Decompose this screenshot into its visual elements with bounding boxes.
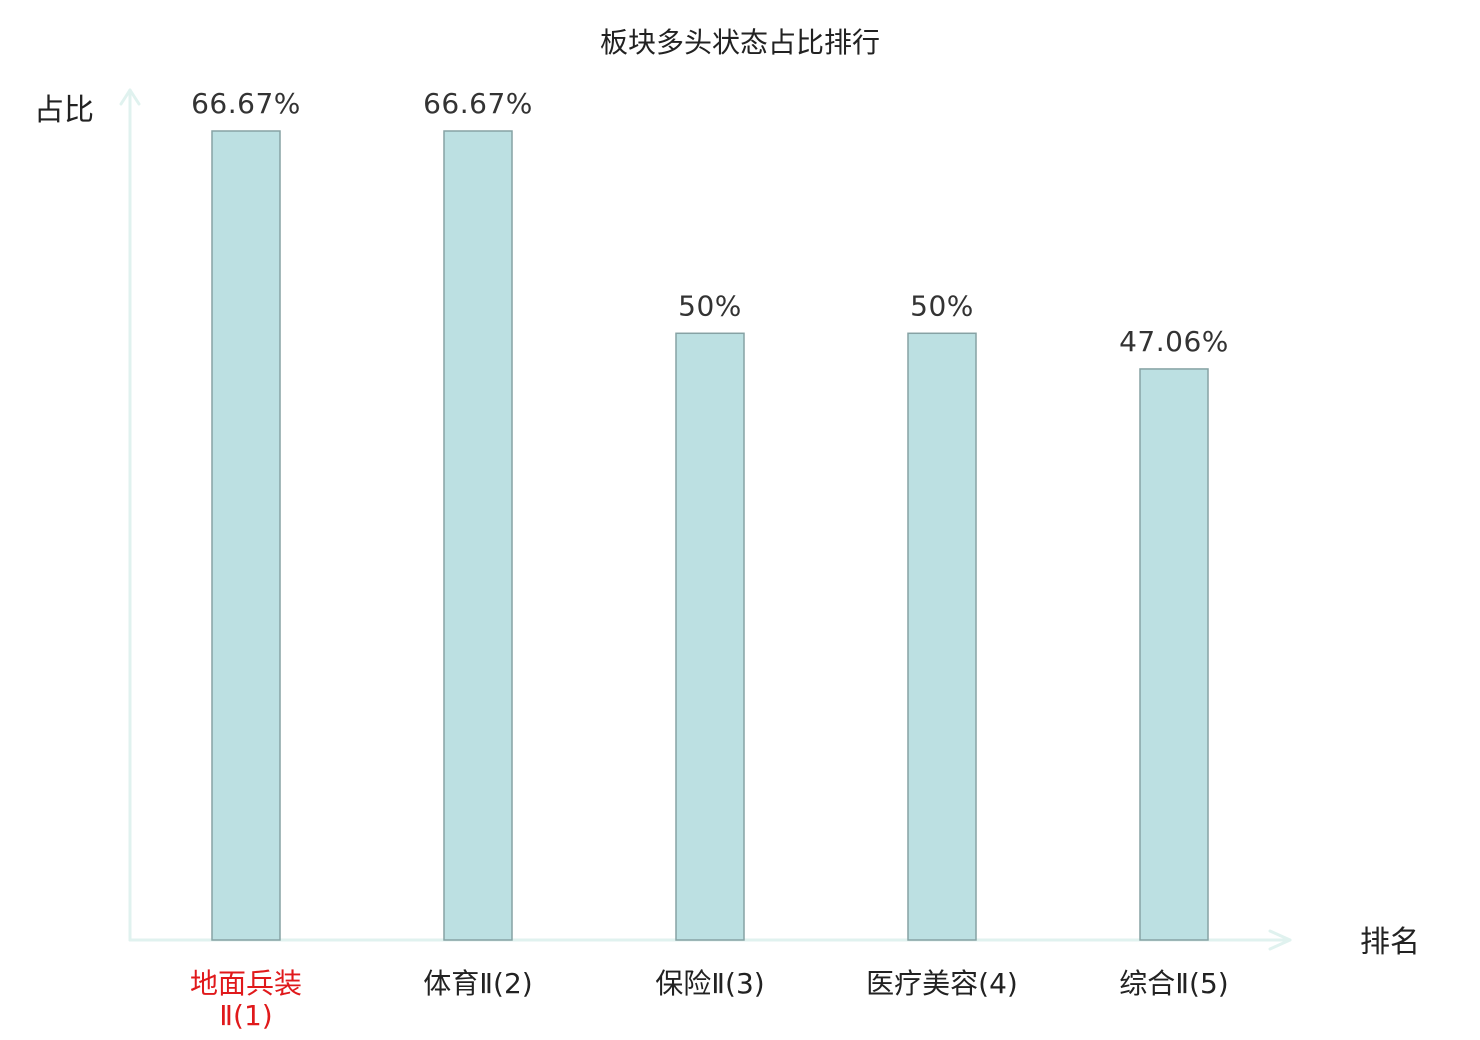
chart-title: 板块多头状态占比排行 bbox=[600, 26, 880, 59]
y-axis-title: 占比 bbox=[34, 93, 94, 128]
category-label: 综合Ⅱ(5) bbox=[1119, 967, 1228, 1000]
y-axis-arrowhead bbox=[119, 88, 141, 106]
bar bbox=[907, 332, 977, 941]
category-labels: 地面兵装 Ⅱ(1) 体育Ⅱ(2) 保险Ⅱ(3) 医疗美容(4) 综合Ⅱ(5) bbox=[190, 967, 1229, 1032]
x-axis-title: 排名 bbox=[1360, 925, 1420, 960]
category-label: 医疗美容(4) bbox=[866, 967, 1018, 1000]
value-labels: 66.67% 66.67% 50% 50% 47.06% bbox=[191, 87, 1229, 358]
category-label: 保险Ⅱ(3) bbox=[655, 967, 764, 1000]
value-label: 50% bbox=[678, 289, 742, 322]
category-label: 地面兵装 Ⅱ(1) bbox=[190, 967, 302, 1032]
value-label: 66.67% bbox=[423, 87, 533, 120]
x-axis-arrowhead bbox=[1268, 929, 1292, 951]
bar bbox=[675, 332, 745, 941]
bar bbox=[443, 130, 513, 941]
bar bbox=[1139, 368, 1209, 941]
value-label: 50% bbox=[910, 289, 974, 322]
value-label: 47.06% bbox=[1119, 325, 1229, 358]
bars bbox=[211, 130, 1209, 941]
category-label: 体育Ⅱ(2) bbox=[423, 967, 532, 1000]
value-label: 66.67% bbox=[191, 87, 301, 120]
bar bbox=[211, 130, 281, 941]
